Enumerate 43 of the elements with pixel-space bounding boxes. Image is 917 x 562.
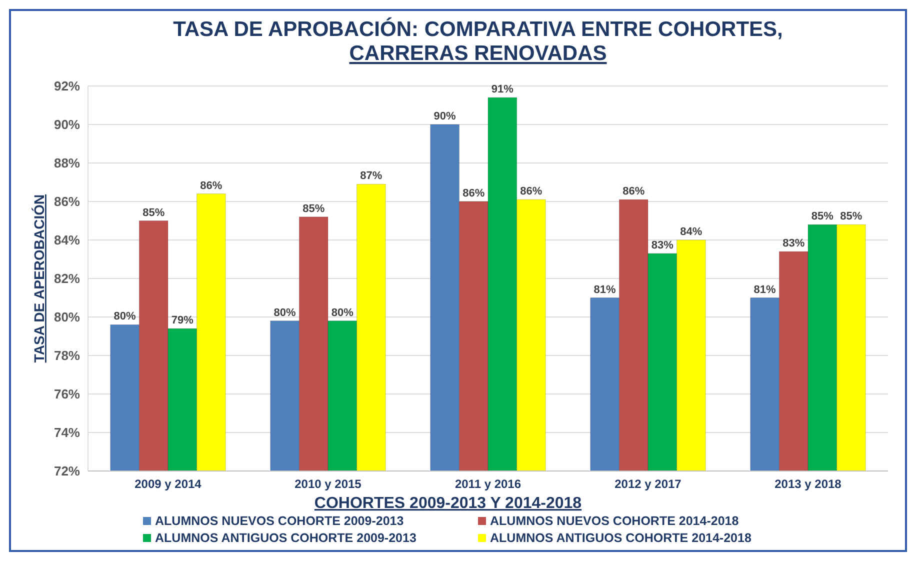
legend-label: ALUMNOS ANTIGUOS COHORTE 2009-2013	[155, 531, 416, 545]
legend-label: ALUMNOS ANTIGUOS COHORTE 2014-2018	[490, 531, 752, 545]
data-label: 86%	[462, 188, 485, 200]
x-tick-label: 2011 y 2016	[454, 477, 522, 491]
data-label: 80%	[331, 306, 354, 319]
data-label: 81%	[754, 284, 776, 296]
x-axis-title: COHORTES 2009-2013 Y 2014-2018	[314, 495, 582, 512]
data-label: 79%	[171, 314, 194, 327]
data-label: 85%	[811, 210, 834, 223]
data-label: 86%	[520, 186, 542, 198]
data-label: 86%	[200, 180, 222, 192]
y-tick-label: 76%	[54, 386, 80, 402]
data-label: 86%	[622, 186, 645, 198]
y-tick-label: 86%	[54, 194, 80, 210]
data-label: 80%	[274, 306, 296, 319]
y-tick-label: 74%	[54, 425, 80, 440]
chart-title: TASA DE APROBACIÓN: COMPARATIVA ENTRE COHORTES, CARRERAS RENOVADAS	[173, 17, 783, 65]
x-tick-label: 2012 y 2017	[614, 477, 682, 491]
data-label: 85%	[142, 206, 165, 219]
y-tick-label: 88%	[54, 156, 80, 171]
y-tick-label: 78%	[54, 348, 80, 364]
data-label: 81%	[594, 284, 616, 296]
y-tick-label: 80%	[54, 310, 80, 325]
data-label: 87%	[360, 170, 382, 182]
y-axis-title: TASA DE APEROBACIÓN	[31, 194, 47, 363]
y-tick-label: 72%	[54, 464, 80, 479]
y-tick-label: 90%	[54, 117, 80, 132]
y-tick-label: 92%	[54, 78, 80, 94]
data-label: 84%	[680, 226, 702, 238]
x-tick-label: 2013 y 2018	[774, 477, 842, 491]
x-tick-label: 2010 y 2015	[294, 477, 362, 491]
data-label: 90%	[434, 110, 456, 122]
data-label: 80%	[114, 310, 136, 323]
y-tick-label: 84%	[54, 232, 80, 248]
legend-label: ALUMNOS NUEVOS COHORTE 2014-2018	[490, 514, 739, 528]
data-label: 85%	[302, 202, 325, 215]
data-label: 83%	[651, 239, 674, 252]
y-tick-label: 82%	[54, 271, 80, 286]
data-label: 85%	[840, 210, 862, 223]
data-label: 83%	[782, 238, 805, 250]
data-label: 91%	[491, 84, 514, 96]
x-tick-label: 2009 y 2014	[134, 477, 202, 491]
legend-label: ALUMNOS NUEVOS COHORTE 2009-2013	[155, 514, 404, 528]
